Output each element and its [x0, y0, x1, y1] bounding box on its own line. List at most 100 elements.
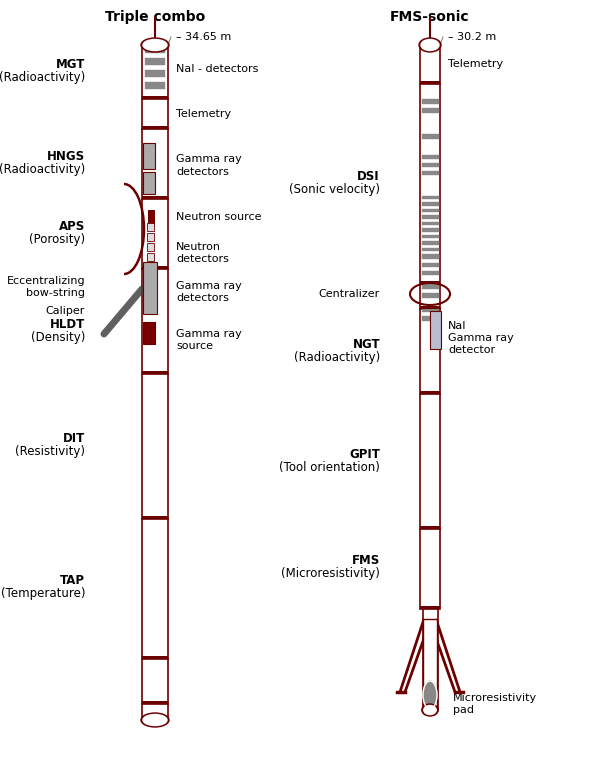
Bar: [421, 235, 438, 238]
Bar: [421, 263, 438, 267]
Text: bow-string: bow-string: [26, 288, 85, 298]
Bar: [142, 656, 168, 659]
Bar: [421, 108, 438, 113]
Bar: [420, 81, 440, 84]
Text: TAP: TAP: [60, 575, 85, 587]
Bar: [147, 233, 154, 241]
Bar: [420, 84, 440, 284]
Text: FMS: FMS: [352, 555, 380, 568]
Ellipse shape: [424, 706, 436, 714]
Bar: [145, 58, 165, 65]
Bar: [420, 606, 440, 609]
Bar: [421, 241, 438, 244]
Bar: [423, 609, 438, 710]
Text: Eccentralizing: Eccentralizing: [7, 276, 85, 286]
Bar: [430, 311, 441, 349]
Text: pad: pad: [453, 705, 474, 715]
Bar: [142, 516, 168, 519]
Bar: [142, 266, 168, 269]
Bar: [142, 96, 168, 99]
Bar: [147, 253, 154, 261]
Text: (Density): (Density): [31, 330, 85, 344]
Bar: [142, 199, 168, 269]
Bar: [420, 309, 440, 394]
Text: (Temperature): (Temperature): [1, 587, 85, 600]
Text: Gamma ray: Gamma ray: [176, 329, 242, 339]
Bar: [143, 143, 155, 169]
Text: Gamma ray: Gamma ray: [176, 154, 242, 164]
Text: Gamma ray: Gamma ray: [448, 333, 514, 343]
Text: GPIT: GPIT: [349, 448, 380, 461]
Text: Microresistivity: Microresistivity: [453, 693, 537, 703]
Bar: [420, 281, 440, 284]
Bar: [421, 99, 438, 104]
Bar: [421, 307, 438, 312]
Ellipse shape: [419, 38, 441, 52]
Text: Neutron: Neutron: [176, 242, 221, 252]
Text: NaI: NaI: [448, 321, 467, 331]
Text: MGT: MGT: [55, 58, 85, 71]
Bar: [145, 46, 165, 53]
Text: source: source: [176, 341, 213, 351]
Text: (Sonic velocity): (Sonic velocity): [289, 182, 380, 196]
Bar: [142, 129, 168, 199]
Text: (Tool orientation): (Tool orientation): [279, 461, 380, 474]
Text: DSI: DSI: [358, 169, 380, 182]
Bar: [420, 284, 440, 309]
Text: Centralizer: Centralizer: [319, 289, 380, 299]
Bar: [147, 223, 154, 231]
Bar: [421, 155, 438, 159]
Bar: [143, 322, 156, 344]
Text: (Radioactivity): (Radioactivity): [0, 162, 85, 175]
Bar: [142, 126, 168, 129]
Bar: [142, 659, 168, 704]
Bar: [142, 45, 168, 99]
Bar: [420, 526, 440, 529]
Bar: [421, 254, 438, 257]
Ellipse shape: [143, 714, 167, 726]
Bar: [421, 163, 438, 167]
Bar: [420, 306, 440, 309]
Text: DIT: DIT: [63, 433, 85, 446]
Text: detectors: detectors: [176, 293, 229, 303]
Text: – 34.65 m: – 34.65 m: [176, 32, 231, 42]
Text: FMS-sonic: FMS-sonic: [390, 10, 470, 24]
Text: Neutron source: Neutron source: [176, 212, 262, 222]
Bar: [421, 202, 438, 206]
Bar: [142, 519, 168, 659]
Bar: [421, 215, 438, 219]
Bar: [142, 269, 168, 374]
Bar: [142, 99, 168, 129]
Text: detectors: detectors: [176, 254, 229, 264]
Bar: [421, 196, 438, 199]
Text: (Microresistivity): (Microresistivity): [281, 568, 380, 581]
Bar: [421, 228, 438, 231]
Text: detectors: detectors: [176, 167, 229, 177]
Bar: [142, 701, 168, 704]
Ellipse shape: [141, 713, 169, 727]
Text: HLDT: HLDT: [50, 317, 85, 330]
Bar: [143, 172, 155, 194]
Bar: [142, 374, 168, 519]
Text: Triple combo: Triple combo: [105, 10, 205, 24]
Bar: [142, 704, 168, 720]
Text: Caliper: Caliper: [46, 306, 85, 316]
Bar: [142, 371, 168, 374]
Ellipse shape: [421, 39, 439, 51]
Ellipse shape: [143, 39, 167, 51]
Bar: [420, 394, 440, 529]
Bar: [421, 293, 438, 298]
Text: (Radioactivity): (Radioactivity): [0, 71, 85, 83]
Ellipse shape: [422, 704, 438, 716]
Bar: [421, 247, 438, 251]
Bar: [148, 210, 154, 224]
Bar: [421, 171, 438, 175]
Bar: [142, 196, 168, 199]
Bar: [421, 316, 438, 321]
Ellipse shape: [141, 38, 169, 52]
Bar: [420, 391, 440, 394]
Bar: [420, 529, 440, 609]
Bar: [421, 209, 438, 212]
Bar: [421, 271, 438, 275]
Text: Telemetry: Telemetry: [448, 59, 503, 69]
